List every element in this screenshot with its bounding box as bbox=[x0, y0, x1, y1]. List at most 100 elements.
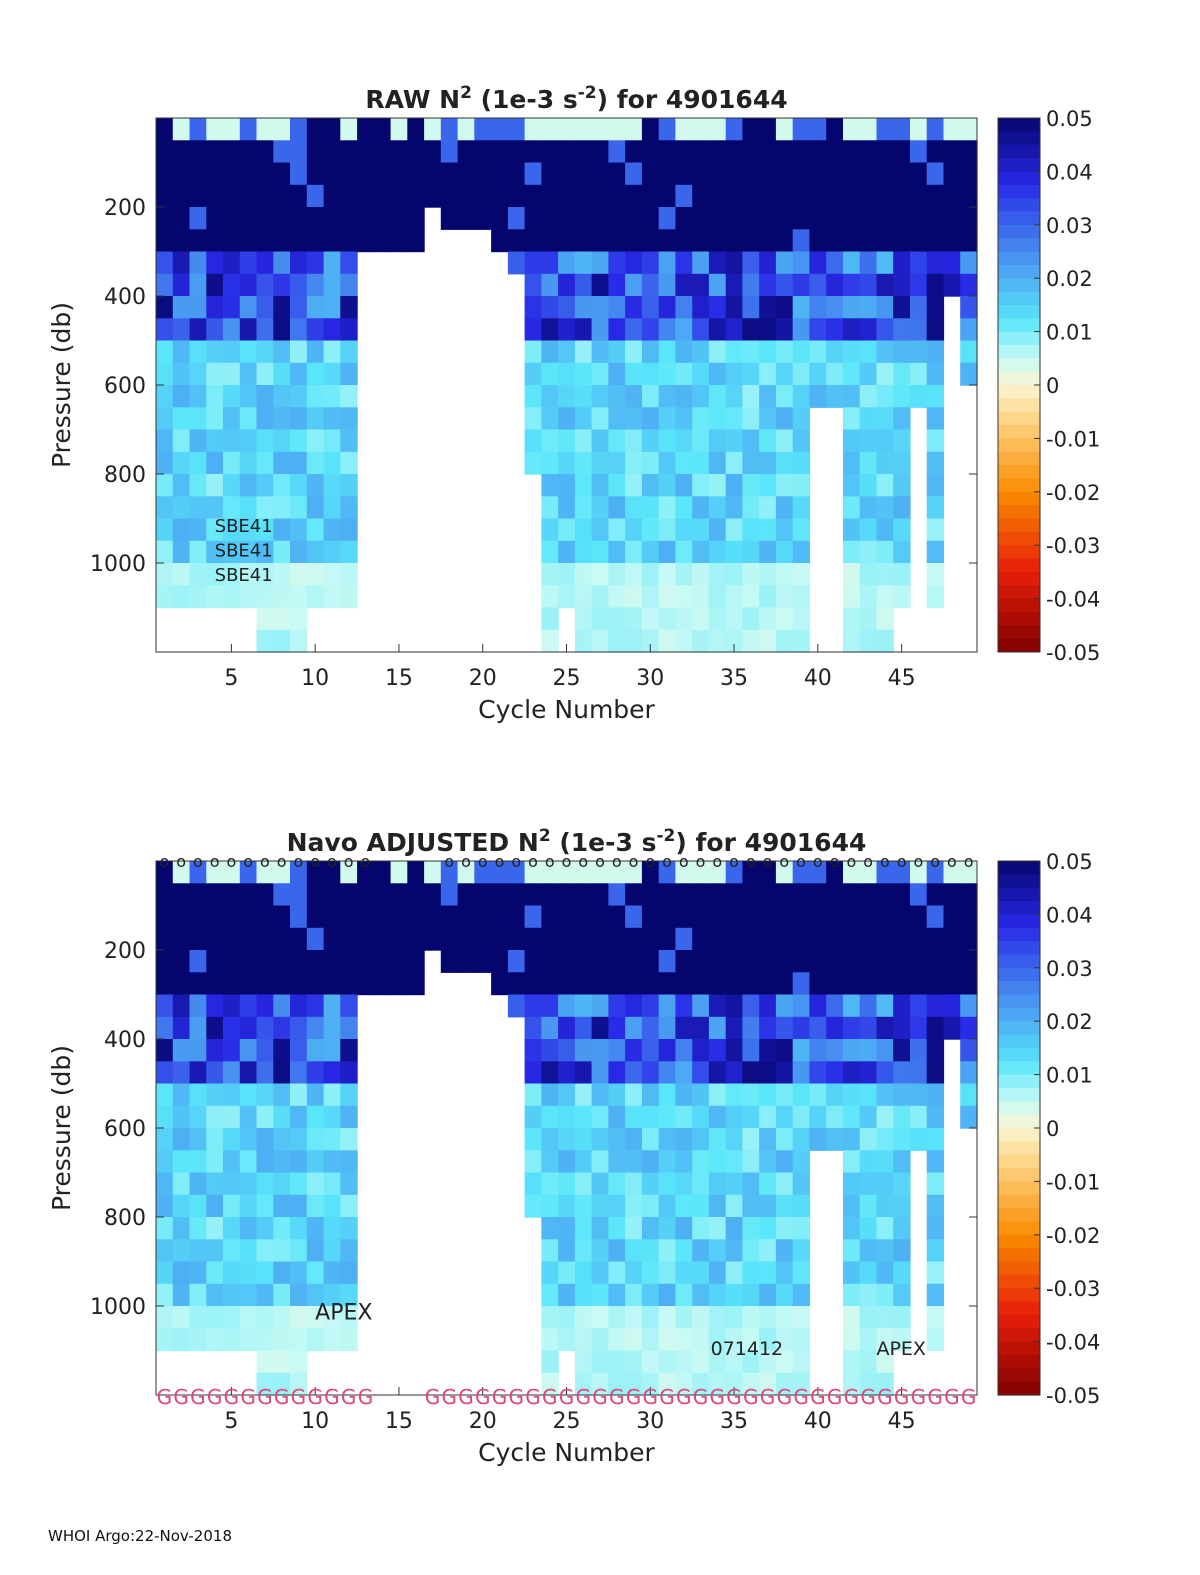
heatmap-cell bbox=[574, 162, 593, 186]
heatmap-cell bbox=[859, 1350, 878, 1374]
annotation-sensor: SBE41 bbox=[215, 565, 273, 586]
heatmap-cell bbox=[223, 1128, 241, 1151]
heatmap-cell bbox=[893, 407, 911, 431]
heatmap-cell bbox=[608, 629, 626, 653]
heatmap-cell bbox=[290, 273, 308, 297]
heatmap-cell bbox=[625, 861, 643, 884]
heatmap-cell bbox=[541, 118, 559, 141]
heatmap-cell bbox=[340, 184, 358, 208]
heatmap-cell bbox=[843, 1306, 861, 1329]
heatmap-cell bbox=[273, 1039, 291, 1062]
heatmap-cell bbox=[574, 496, 593, 520]
heatmap-cell bbox=[256, 994, 274, 1018]
heatmap-cell bbox=[239, 1016, 258, 1040]
heatmap-cell bbox=[172, 229, 191, 253]
colorbar-band bbox=[998, 625, 1040, 640]
heatmap-cell bbox=[708, 585, 727, 609]
heatmap-cell bbox=[541, 629, 559, 653]
heatmap-cell bbox=[474, 162, 492, 186]
heatmap-cell bbox=[474, 118, 492, 141]
heatmap-cell bbox=[725, 861, 744, 884]
colorbar-band bbox=[998, 861, 1040, 875]
heatmap-cell bbox=[675, 385, 693, 408]
heatmap-cell bbox=[692, 518, 710, 542]
bottom-marker: G bbox=[894, 1385, 910, 1409]
heatmap-cell bbox=[625, 1083, 643, 1107]
heatmap-cell bbox=[641, 1105, 660, 1129]
heatmap-cell bbox=[658, 883, 677, 907]
heatmap-cell bbox=[172, 273, 191, 297]
colorbar-band bbox=[998, 558, 1040, 573]
heatmap-cell bbox=[876, 229, 894, 253]
heatmap-cell bbox=[156, 1239, 174, 1263]
heatmap-cell bbox=[306, 1217, 325, 1240]
heatmap-cell bbox=[290, 1328, 308, 1352]
heatmap-cell bbox=[574, 1239, 593, 1263]
heatmap-cell bbox=[775, 184, 794, 208]
heatmap-cell bbox=[792, 1350, 811, 1374]
heatmap-cell bbox=[256, 318, 274, 342]
heatmap-cell bbox=[943, 1016, 961, 1040]
heatmap-cell bbox=[172, 407, 191, 431]
top-marker: o bbox=[226, 852, 236, 871]
heatmap-cell bbox=[156, 1217, 174, 1240]
heatmap-cell bbox=[658, 950, 677, 973]
heatmap-cell bbox=[541, 1328, 559, 1352]
heatmap-cell bbox=[474, 861, 492, 884]
colorbar-band bbox=[998, 1301, 1040, 1316]
top-marker: o bbox=[578, 852, 588, 871]
heatmap-cell bbox=[608, 861, 626, 884]
heatmap-cell bbox=[256, 1172, 274, 1196]
heatmap-cell bbox=[708, 1061, 727, 1085]
heatmap-cell bbox=[625, 273, 643, 297]
heatmap-cell bbox=[725, 1283, 744, 1307]
top-marker: o bbox=[830, 852, 840, 871]
heatmap-cell bbox=[424, 184, 442, 208]
heatmap-cell bbox=[843, 950, 861, 973]
heatmap-cell bbox=[893, 429, 911, 453]
heatmap-cell bbox=[340, 1283, 358, 1307]
heatmap-cell bbox=[641, 585, 660, 609]
heatmap-cell bbox=[558, 474, 576, 497]
colorbar-band bbox=[998, 158, 1040, 172]
heatmap-cell bbox=[742, 563, 760, 586]
heatmap-cell bbox=[675, 861, 693, 884]
heatmap-cell bbox=[206, 1150, 224, 1174]
heatmap-cell bbox=[256, 1105, 274, 1129]
heatmap-cell bbox=[256, 972, 274, 996]
heatmap-cell bbox=[658, 273, 677, 297]
heatmap-cell bbox=[541, 1128, 559, 1151]
top-marker: o bbox=[511, 852, 521, 871]
heatmap-cell bbox=[843, 184, 861, 208]
heatmap-cell bbox=[223, 140, 241, 164]
heatmap-cell bbox=[273, 1150, 291, 1174]
heatmap-cell bbox=[206, 1283, 224, 1307]
heatmap-cell bbox=[843, 607, 861, 631]
heatmap-cell bbox=[574, 1083, 593, 1107]
heatmap-cell bbox=[809, 1039, 827, 1062]
heatmap-cell bbox=[725, 1061, 744, 1085]
heatmap-cell bbox=[340, 563, 358, 586]
heatmap-cell bbox=[591, 140, 609, 164]
heatmap-cell bbox=[156, 296, 174, 319]
heatmap-cell bbox=[658, 1350, 677, 1374]
heatmap-cell bbox=[357, 927, 375, 951]
heatmap-cell bbox=[558, 207, 576, 230]
heatmap-cell bbox=[206, 207, 224, 230]
heatmap-cell bbox=[641, 1061, 660, 1085]
heatmap-cell bbox=[156, 184, 174, 208]
heatmap-cell bbox=[574, 1105, 593, 1129]
heatmap-cell bbox=[926, 1150, 945, 1174]
heatmap-cell bbox=[641, 629, 660, 653]
heatmap-cell bbox=[290, 883, 308, 907]
heatmap-cell bbox=[474, 927, 492, 951]
heatmap-cell bbox=[558, 1128, 576, 1151]
heatmap-cell bbox=[558, 1239, 576, 1263]
heatmap-cell bbox=[826, 1128, 844, 1151]
heatmap-cell bbox=[876, 950, 894, 973]
heatmap-cell bbox=[189, 451, 207, 475]
heatmap-cell bbox=[306, 1306, 325, 1329]
heatmap-cell bbox=[591, 518, 609, 542]
heatmap-cell bbox=[189, 1328, 207, 1352]
